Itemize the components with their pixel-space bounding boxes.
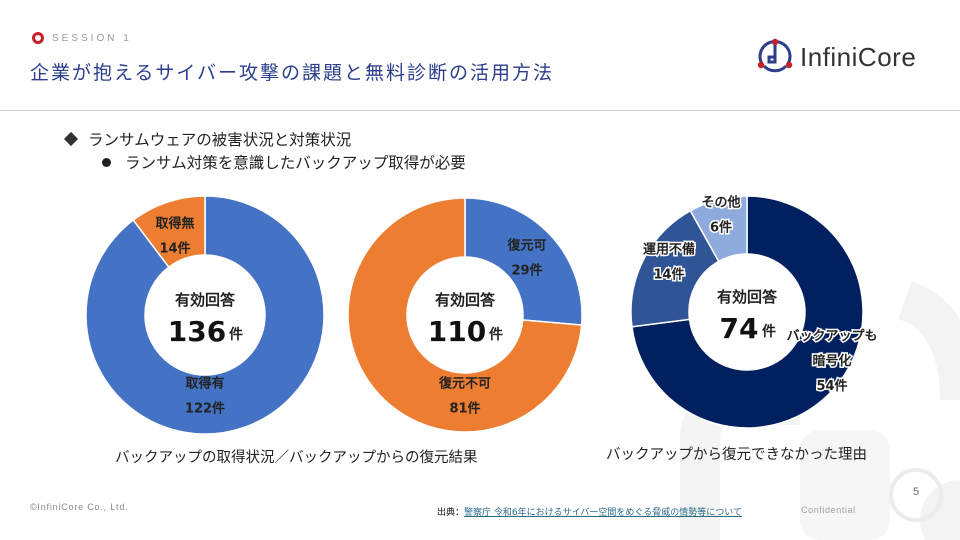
donut-slice — [631, 195, 864, 429]
donut-slice — [689, 195, 748, 263]
donut-slice — [85, 195, 325, 435]
header-divider — [0, 110, 960, 111]
center-unit: 件 — [229, 326, 243, 343]
bullet-level2: ランサム対策を意識したバックアップ取得が必要 — [102, 151, 466, 173]
center-total-value: 110 — [428, 315, 486, 348]
donut-slice — [464, 197, 583, 326]
donut-chart-reasons: バックアップも 暗号化 54件 運用不備 14件 その他 6件有効回答 74 件 — [630, 193, 879, 429]
center-unit: 件 — [762, 323, 776, 340]
center-label: 有効回答 — [717, 288, 778, 306]
session-label: SESSION 1 — [52, 32, 132, 44]
bullet-level1-text: ランサムウェアの被害状況と対策状況 — [88, 131, 352, 149]
slice-name-label: 復元可 — [506, 238, 546, 254]
center-unit: 件 — [489, 326, 503, 343]
logo-text: InfiniCore — [800, 41, 917, 72]
slice-name-label: その他 — [701, 195, 740, 211]
donut-chart-acquisition: 取得有 122件 取得無 14件有効回答 136 件 — [85, 195, 325, 435]
session-dot-icon — [32, 32, 44, 44]
copyright: ©InfiniCore Co., Ltd. — [30, 502, 129, 512]
slice-name-label: 運用不備 — [643, 242, 695, 258]
slice-value-label: 54件 — [816, 378, 847, 394]
center-label: 有効回答 — [175, 291, 236, 309]
page-title: 企業が抱えるサイバー攻撃の課題と無料診断の活用方法 — [30, 62, 555, 84]
donut-slice — [132, 195, 206, 269]
donut-slice — [630, 209, 720, 328]
slice-value-label: 122件 — [185, 401, 225, 417]
source-prefix: 出典： — [437, 508, 465, 518]
slice-value-label: 14件 — [159, 241, 190, 257]
confidential-label: Confidential — [801, 505, 856, 515]
caption-left: バックアップの取得状況／バックアップからの復元結果 — [115, 450, 478, 466]
slice-name-label: 復元不可 — [438, 376, 491, 392]
donut-slice — [347, 197, 583, 433]
slice-value-label: 81件 — [449, 401, 480, 417]
infinicore-logo-icon — [757, 38, 793, 73]
page-number-circle — [889, 468, 943, 522]
page-number: 5 — [912, 486, 920, 498]
slice-name-label: 暗号化 — [812, 353, 851, 369]
center-total-value: 136 — [168, 315, 226, 348]
source-link[interactable]: 警察庁 令和6年におけるサイバー空間をめぐる脅威の情勢等について — [464, 508, 742, 518]
dot-bullet-icon — [102, 157, 111, 167]
center-total-value: 74 — [720, 312, 759, 345]
slice-value-label: 6件 — [710, 220, 732, 236]
slice-name-label: 取得有 — [185, 376, 224, 392]
source-citation: 出典： 警察庁 令和6年におけるサイバー空間をめぐる脅威の情勢等について — [437, 505, 742, 518]
slice-value-label: 29件 — [511, 263, 542, 279]
center-label: 有効回答 — [435, 291, 496, 309]
donut-chart-restore: 復元可 29件復元不可 81件 有効回答 110 件 — [345, 195, 585, 435]
session-indicator: SESSION 1 — [32, 32, 132, 44]
slice-name-label: 取得無 — [155, 216, 194, 232]
bullet-level1: ランサムウェアの被害状況と対策状況 — [63, 128, 352, 150]
caption-right: バックアップから復元できなかった理由 — [606, 447, 867, 463]
company-logo: InfiniCore — [756, 38, 916, 76]
slice-value-label: 14件 — [653, 267, 684, 283]
bullet-level2-text: ランサム対策を意識したバックアップ取得が必要 — [125, 154, 466, 172]
slice-name-label: バックアップも — [786, 329, 877, 344]
diamond-bullet-icon — [63, 131, 79, 147]
